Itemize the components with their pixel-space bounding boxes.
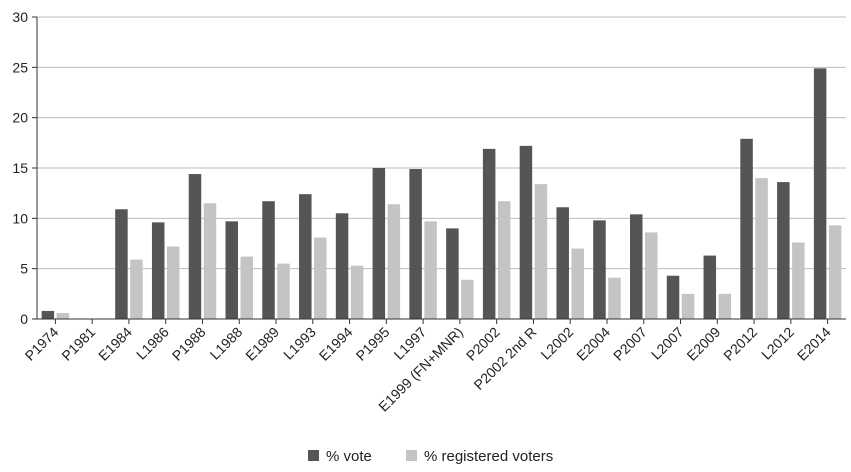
y-tick-label: 10 [12, 210, 28, 226]
bar [225, 221, 238, 319]
x-tick-label: P1974 [22, 324, 62, 364]
bar [482, 148, 496, 319]
y-tick-label: 25 [12, 59, 28, 75]
bar [41, 310, 55, 319]
series-1 [56, 178, 842, 319]
bar [593, 220, 606, 319]
legend-label: % registered voters [424, 448, 553, 465]
legend-swatch [308, 450, 319, 461]
bar [740, 138, 753, 319]
bar [608, 277, 621, 319]
bar [314, 237, 327, 319]
bar [203, 203, 217, 319]
bar [166, 246, 180, 319]
series-0 [41, 68, 827, 319]
bar [703, 255, 717, 319]
x-tick-label: P1988 [169, 324, 209, 364]
bars [41, 68, 842, 319]
bar [372, 168, 386, 319]
bar [645, 232, 658, 319]
bar [299, 194, 312, 319]
bar [666, 275, 680, 319]
legend: % vote % registered voters [308, 448, 553, 465]
y-tick-label: 20 [12, 110, 28, 126]
bar [813, 68, 827, 319]
bar [777, 182, 790, 319]
bar [56, 312, 70, 319]
x-tick-label: L1988 [207, 324, 246, 363]
bar [681, 293, 695, 319]
legend-swatch [406, 450, 417, 461]
x-tick-label: E1984 [95, 324, 135, 364]
y-axis-ticks: 0 5 10 15 20 25 30 [12, 9, 37, 327]
x-tick-label: L2012 [758, 324, 797, 363]
bar [630, 214, 643, 319]
bar [534, 184, 548, 319]
y-tick-label: 0 [20, 311, 28, 327]
x-tick-label: P1981 [58, 324, 98, 364]
bar [792, 242, 805, 319]
x-tick-label: L2007 [648, 324, 687, 363]
bar [262, 201, 275, 319]
x-tick-label: E1989 [242, 324, 282, 364]
bar [755, 178, 768, 319]
bar [718, 293, 732, 319]
bar [350, 265, 364, 319]
bar [424, 221, 437, 319]
x-tick-label: E2004 [573, 324, 613, 364]
x-tick-label: L1993 [280, 324, 319, 363]
bar [151, 222, 165, 319]
bar [335, 213, 349, 319]
bar [277, 263, 290, 319]
bar [461, 279, 474, 319]
x-tick-label: E2009 [683, 324, 723, 364]
axes [36, 17, 846, 320]
bar [446, 228, 459, 319]
bar [497, 201, 511, 319]
legend-label: % vote [326, 448, 372, 465]
y-tick-label: 5 [20, 261, 28, 277]
bar [188, 174, 202, 319]
x-tick-label: P1995 [353, 324, 393, 364]
bar [828, 225, 842, 319]
x-tick-label: E1994 [316, 324, 356, 364]
y-tick-label: 30 [12, 9, 28, 25]
bar [571, 248, 584, 319]
y-tick-label: 15 [12, 160, 28, 176]
x-tick-label: E2014 [794, 324, 834, 364]
bar [409, 169, 422, 319]
x-tick-label: P2012 [720, 324, 760, 364]
bar [240, 256, 253, 319]
x-tick-label: L1986 [133, 324, 172, 363]
x-axis-ticks: P1974P1981E1984L1986P1988L1988E1989L1993… [22, 319, 834, 415]
bar [115, 209, 128, 319]
x-tick-label: L2002 [537, 324, 576, 363]
x-tick-label: P2007 [610, 324, 650, 364]
bar [519, 145, 533, 319]
bar [387, 204, 401, 319]
bar [556, 207, 569, 319]
bar [130, 259, 143, 319]
